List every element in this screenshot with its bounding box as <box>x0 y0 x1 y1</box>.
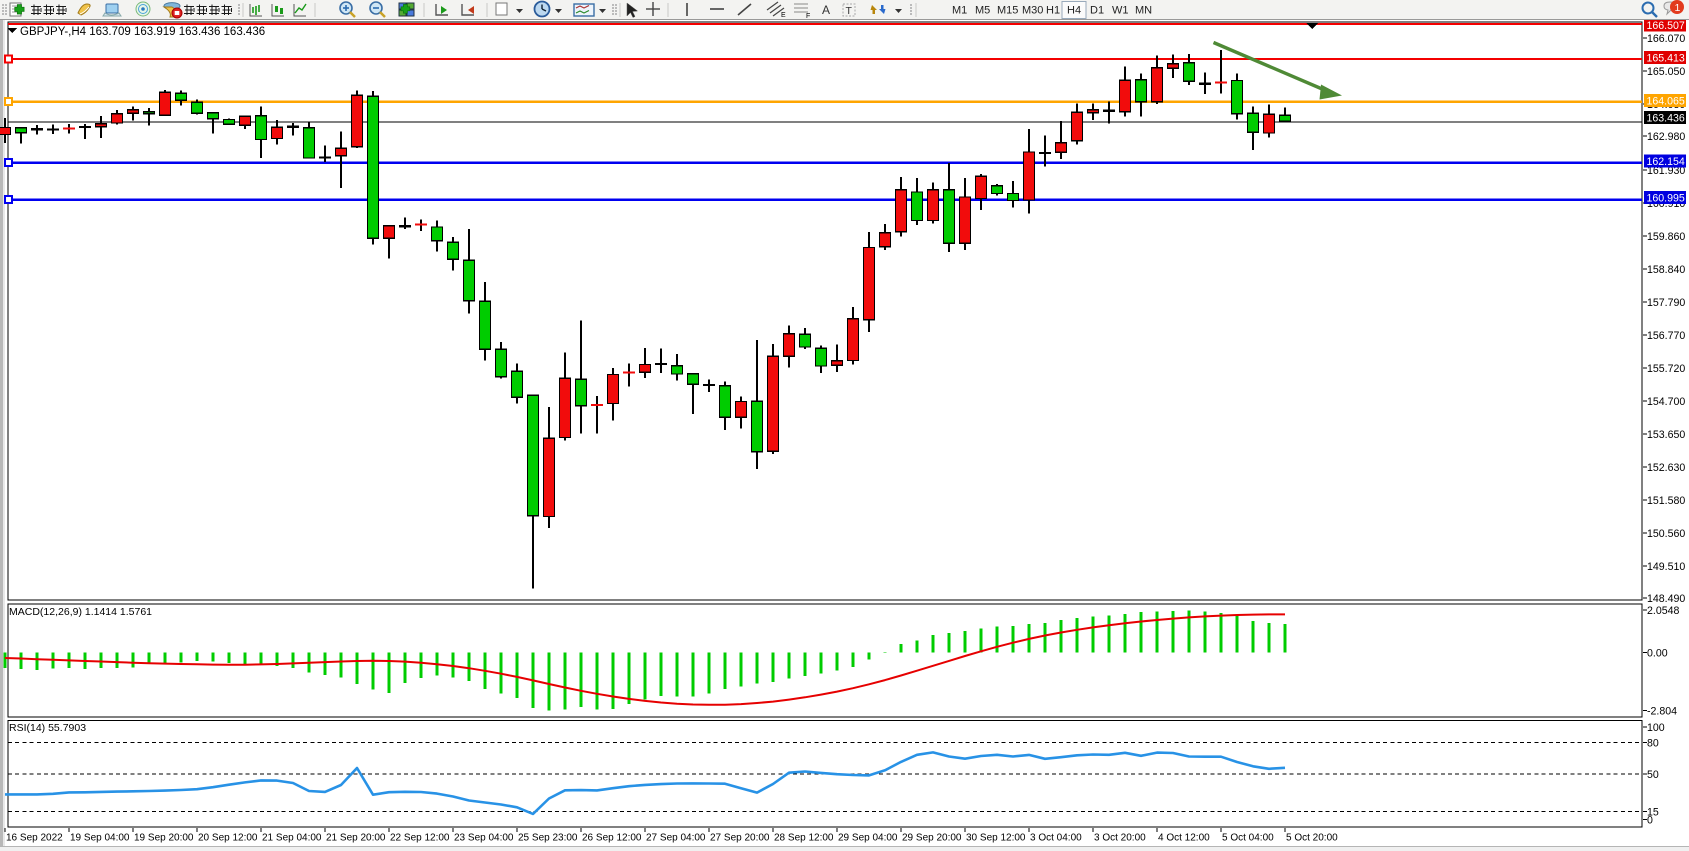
svg-text:A: A <box>822 3 830 17</box>
svg-text:154.700: 154.700 <box>1647 396 1685 408</box>
svg-text:156.770: 156.770 <box>1647 330 1685 342</box>
svg-text:5 Oct 04:00: 5 Oct 04:00 <box>1222 833 1274 844</box>
svg-text:80: 80 <box>1647 738 1659 750</box>
svg-text:164.065: 164.065 <box>1647 96 1685 108</box>
svg-text:W1: W1 <box>1112 5 1129 17</box>
svg-text:3 Oct 04:00: 3 Oct 04:00 <box>1030 833 1082 844</box>
svg-text:T: T <box>846 5 853 17</box>
svg-text:MACD(12,26,9) 1.1414 1.5761: MACD(12,26,9) 1.1414 1.5761 <box>9 606 152 618</box>
svg-text:29 Sep 04:00: 29 Sep 04:00 <box>838 833 898 844</box>
svg-text:162.154: 162.154 <box>1647 156 1685 168</box>
svg-text:E: E <box>781 12 786 19</box>
svg-text:150.560: 150.560 <box>1647 528 1685 540</box>
svg-text:25 Sep 23:00: 25 Sep 23:00 <box>518 833 578 844</box>
svg-text:152.630: 152.630 <box>1647 462 1685 474</box>
svg-text:F: F <box>806 13 810 20</box>
svg-text:H1: H1 <box>1046 5 1060 17</box>
svg-text:21 Sep 04:00: 21 Sep 04:00 <box>262 833 322 844</box>
svg-text:M30: M30 <box>1022 5 1043 17</box>
svg-text:D1: D1 <box>1090 5 1104 17</box>
svg-text:160.995: 160.995 <box>1647 193 1685 205</box>
svg-text:27 Sep 20:00: 27 Sep 20:00 <box>710 833 770 844</box>
svg-text:163.436: 163.436 <box>1647 113 1685 125</box>
svg-text:166.070: 166.070 <box>1647 33 1685 45</box>
svg-text:19 Sep 20:00: 19 Sep 20:00 <box>134 833 194 844</box>
svg-text:149.510: 149.510 <box>1647 561 1685 573</box>
svg-text:4 Oct 12:00: 4 Oct 12:00 <box>1158 833 1210 844</box>
svg-text:29 Sep 20:00: 29 Sep 20:00 <box>902 833 962 844</box>
svg-text:166.507: 166.507 <box>1647 20 1685 32</box>
svg-text:100: 100 <box>1647 722 1665 734</box>
svg-text:RSI(14) 55.7903: RSI(14) 55.7903 <box>9 722 86 734</box>
svg-text:165.050: 165.050 <box>1647 66 1685 78</box>
svg-text:GBPJPY-,H4 163.709 163.919 16: GBPJPY-,H4 163.709 163.919 163.436 163.4… <box>20 26 265 38</box>
svg-text:5 Oct 20:00: 5 Oct 20:00 <box>1286 833 1338 844</box>
svg-text:21 Sep 20:00: 21 Sep 20:00 <box>326 833 386 844</box>
svg-text:28 Sep 12:00: 28 Sep 12:00 <box>774 833 834 844</box>
svg-text:165.413: 165.413 <box>1647 53 1685 65</box>
svg-text:158.840: 158.840 <box>1647 264 1685 276</box>
svg-text:148.490: 148.490 <box>1647 593 1685 605</box>
svg-text:30 Sep 12:00: 30 Sep 12:00 <box>966 833 1026 844</box>
svg-text:M15: M15 <box>997 5 1018 17</box>
svg-text:153.650: 153.650 <box>1647 429 1685 441</box>
svg-text:3 Oct 20:00: 3 Oct 20:00 <box>1094 833 1146 844</box>
svg-text:20 Sep 12:00: 20 Sep 12:00 <box>198 833 258 844</box>
svg-text:162.980: 162.980 <box>1647 131 1685 143</box>
svg-text:151.580: 151.580 <box>1647 495 1685 507</box>
svg-text:22 Sep 12:00: 22 Sep 12:00 <box>390 833 450 844</box>
svg-text:157.790: 157.790 <box>1647 297 1685 309</box>
svg-text:0: 0 <box>1647 815 1653 827</box>
svg-text:19 Sep 04:00: 19 Sep 04:00 <box>70 833 130 844</box>
svg-text:M5: M5 <box>975 5 990 17</box>
svg-text:0.00: 0.00 <box>1647 648 1668 660</box>
svg-text:23 Sep 04:00: 23 Sep 04:00 <box>454 833 514 844</box>
svg-text:27 Sep 04:00: 27 Sep 04:00 <box>646 833 706 844</box>
svg-text:26 Sep 12:00: 26 Sep 12:00 <box>582 833 642 844</box>
svg-text:1: 1 <box>1675 2 1681 14</box>
svg-text:MN: MN <box>1135 5 1152 17</box>
svg-text:155.720: 155.720 <box>1647 363 1685 375</box>
svg-text:161.930: 161.930 <box>1647 165 1685 177</box>
svg-text:H4: H4 <box>1067 5 1081 17</box>
svg-text:15: 15 <box>1647 807 1659 819</box>
svg-text:50: 50 <box>1647 769 1659 781</box>
svg-text:159.860: 159.860 <box>1647 231 1685 243</box>
svg-text:2.0548: 2.0548 <box>1647 605 1680 617</box>
svg-text:16 Sep 2022: 16 Sep 2022 <box>6 833 63 844</box>
svg-text:-2.804: -2.804 <box>1647 706 1677 718</box>
svg-text:M1: M1 <box>952 5 967 17</box>
